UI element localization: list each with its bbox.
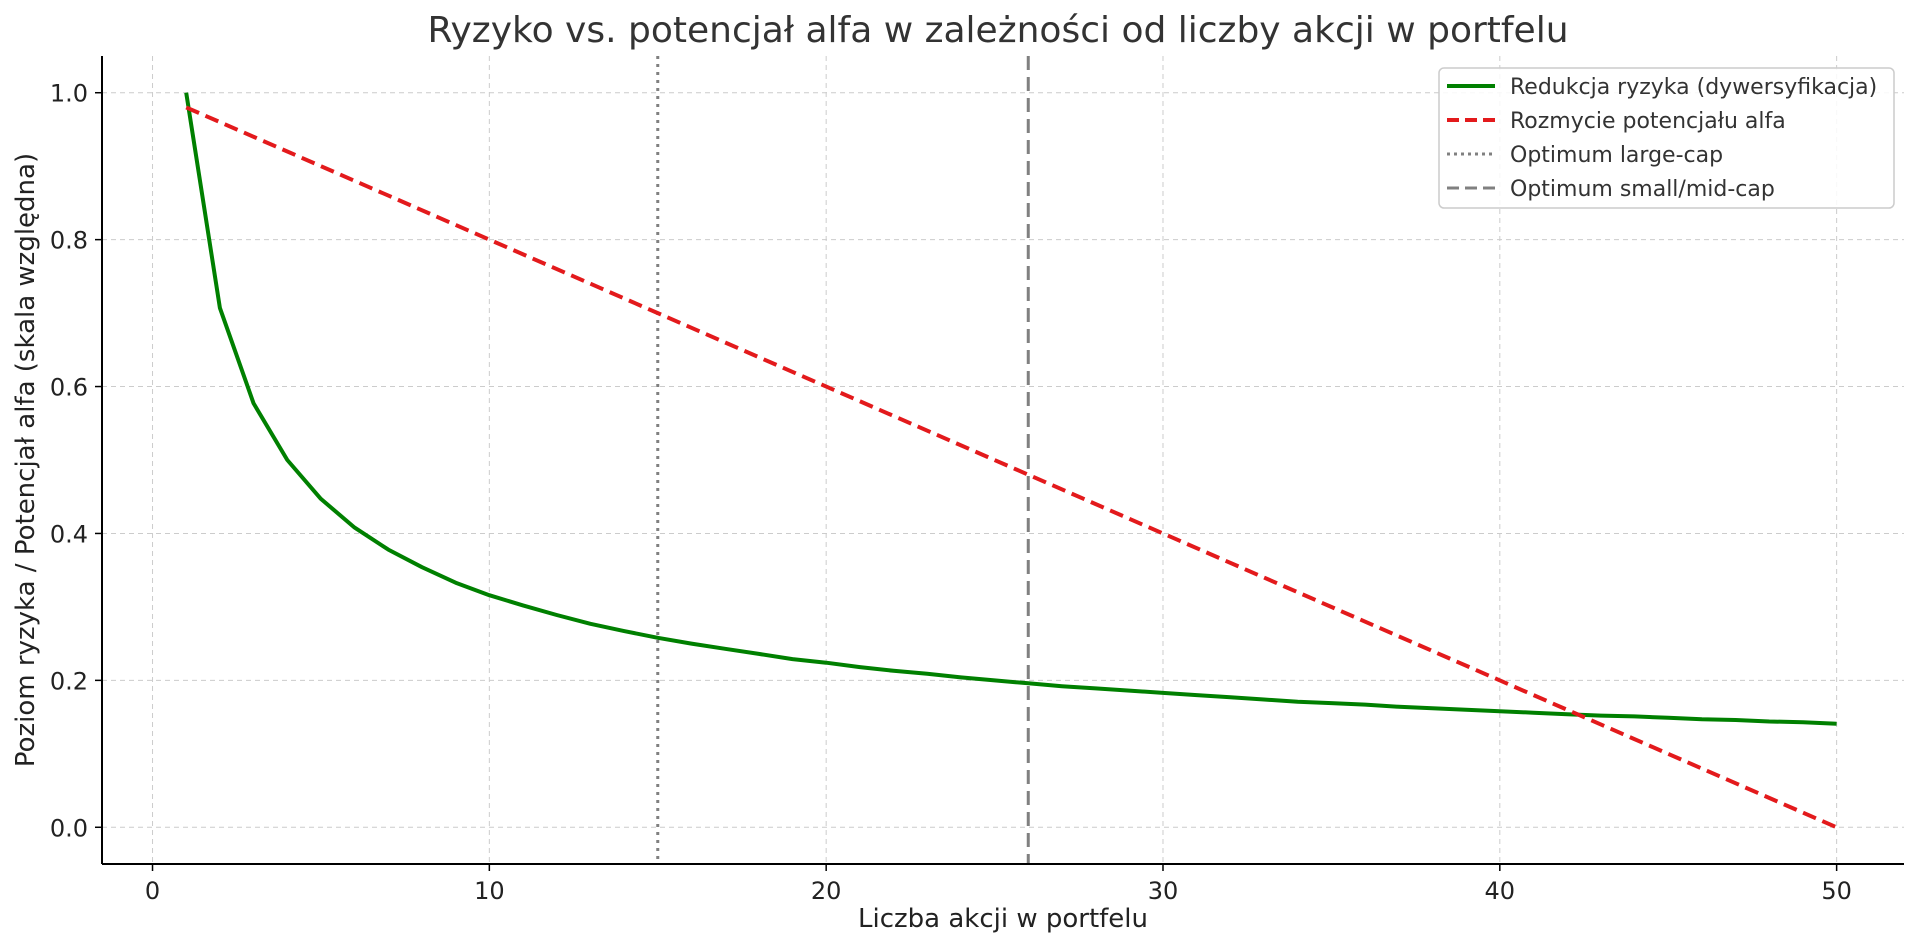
y-tick-label-1: 0.2: [50, 667, 88, 695]
series-line-1: [185, 105, 1838, 830]
plot-area: [184, 56, 1838, 864]
y-tick-label-0: 0.0: [50, 814, 88, 842]
x-tick-label-3: 30: [1148, 877, 1179, 905]
x-axis-label: Liczba akcji w portfelu: [858, 904, 1148, 934]
legend-label-2: Optimum large-cap: [1510, 143, 1723, 168]
y-axis-label: Poziom ryzyka / Potencjał alfa (skala wz…: [11, 153, 41, 767]
axes: 0 10 20 30 40 50 0.0 0.2 0.4 0.6 0.8 1.0: [50, 56, 1904, 905]
x-tick-label-0: 0: [145, 877, 160, 905]
legend-label-1: Rozmycie potencjału alfa: [1510, 109, 1786, 134]
x-tick-label-4: 40: [1485, 877, 1516, 905]
legend-label-3: Optimum small/mid-cap: [1510, 177, 1775, 202]
x-tick-label-5: 50: [1821, 877, 1852, 905]
legend: Redukcja ryzyka (dywersyfikacja) Rozmycie…: [1438, 67, 1895, 209]
legend-label-0: Redukcja ryzyka (dywersyfikacja): [1510, 75, 1877, 100]
y-tick-label-4: 0.8: [50, 227, 88, 255]
x-tick-label-2: 20: [811, 877, 842, 905]
y-tick-label-5: 1.0: [50, 80, 88, 108]
legend-box: [1438, 67, 1895, 209]
y-tick-label-2: 0.4: [50, 520, 88, 548]
chart-title: Ryzyko vs. potencjał alfa w zależności o…: [427, 10, 1568, 51]
series-line-0: [184, 92, 1837, 726]
x-tick-label-1: 10: [474, 877, 505, 905]
y-tick-label-3: 0.6: [50, 374, 88, 402]
